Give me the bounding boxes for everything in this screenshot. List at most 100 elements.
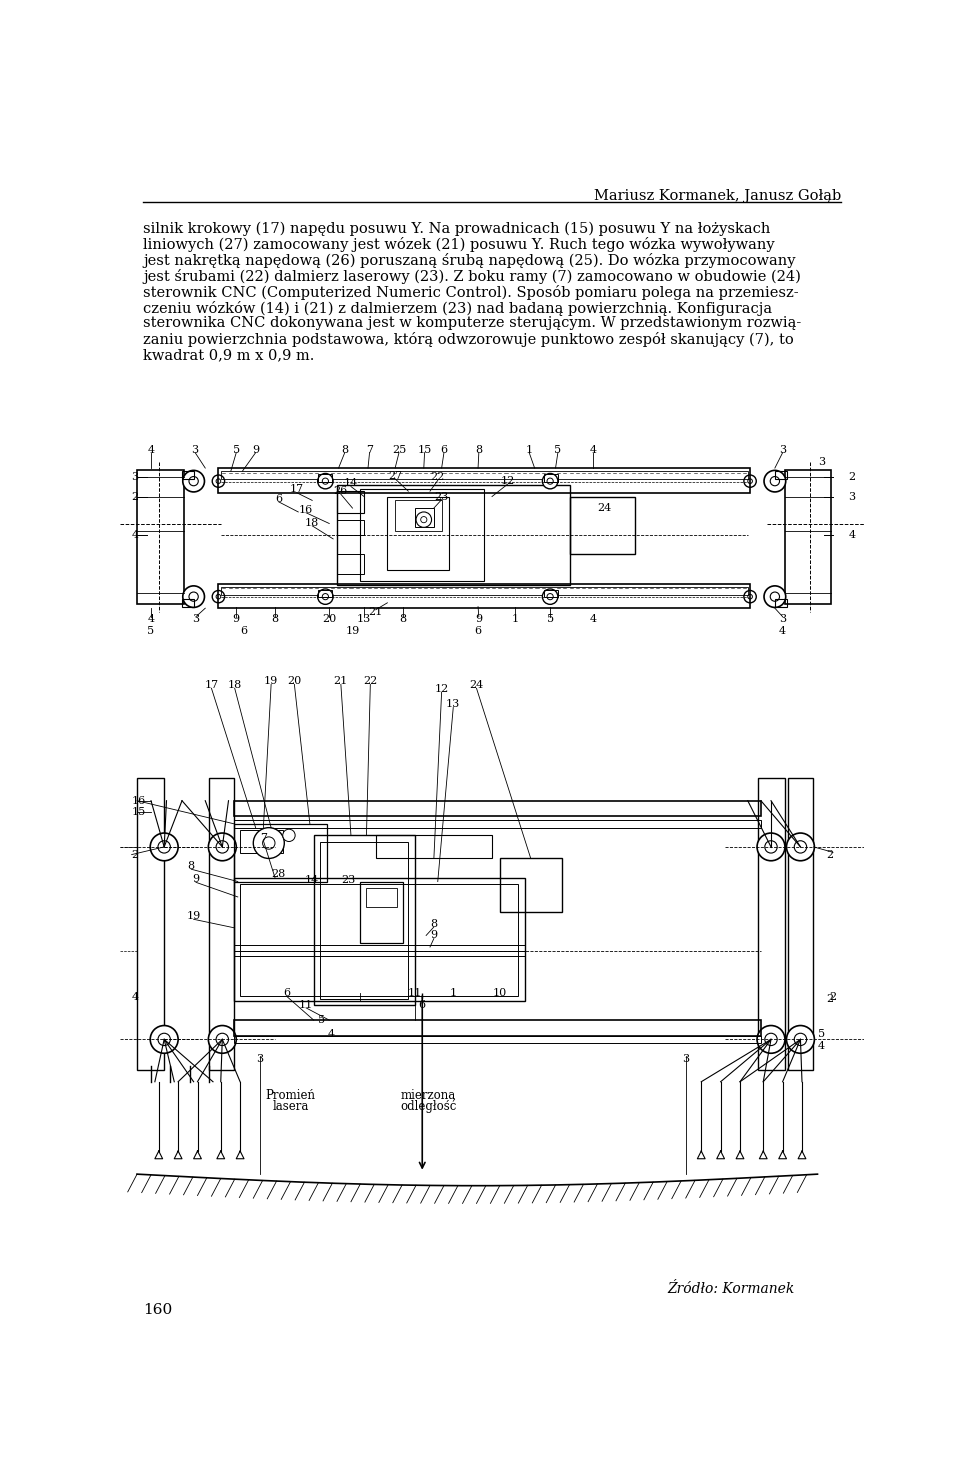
Circle shape <box>323 478 328 484</box>
Circle shape <box>547 593 553 600</box>
Circle shape <box>263 836 275 850</box>
Text: 5: 5 <box>232 445 240 456</box>
Text: 22: 22 <box>431 472 444 482</box>
Text: 3: 3 <box>780 445 786 456</box>
Text: 11: 11 <box>407 988 421 999</box>
Text: 23: 23 <box>342 875 356 885</box>
Bar <box>775 471 787 479</box>
Text: Mariusz Kormanek, Janusz Gołąb: Mariusz Kormanek, Janusz Gołąb <box>593 189 841 202</box>
Text: 8: 8 <box>430 919 438 929</box>
Text: 5: 5 <box>818 1030 826 1038</box>
Bar <box>318 475 331 482</box>
Text: 19: 19 <box>346 627 360 636</box>
Text: 3: 3 <box>683 1053 689 1063</box>
Bar <box>240 884 517 996</box>
Circle shape <box>182 586 204 608</box>
Circle shape <box>764 586 785 608</box>
Circle shape <box>318 473 333 488</box>
Circle shape <box>323 593 328 600</box>
Text: 3: 3 <box>818 457 825 468</box>
Text: 1: 1 <box>512 614 518 624</box>
Bar <box>337 519 364 535</box>
Text: 11: 11 <box>299 1000 313 1010</box>
Text: 8: 8 <box>272 614 278 624</box>
Bar <box>221 471 748 479</box>
Bar <box>318 590 331 597</box>
Circle shape <box>794 1034 806 1046</box>
Text: zaniu powierzchnia podstawowa, którą odwzorowuje punktowo zespół skanujący (7), : zaniu powierzchnia podstawowa, którą odw… <box>143 332 794 347</box>
Bar <box>415 507 434 528</box>
Text: 4: 4 <box>132 993 139 1002</box>
Bar <box>320 842 408 999</box>
Bar <box>337 555 364 574</box>
Circle shape <box>212 475 225 487</box>
Text: 6: 6 <box>240 627 248 636</box>
Circle shape <box>794 841 806 853</box>
Text: mierzona: mierzona <box>401 1089 456 1102</box>
Bar <box>234 945 524 956</box>
Text: 7: 7 <box>260 833 267 842</box>
Text: 2: 2 <box>132 491 139 502</box>
Bar <box>137 777 164 1071</box>
Text: lasera: lasera <box>273 1100 309 1114</box>
Circle shape <box>764 471 785 493</box>
Text: 4: 4 <box>327 1030 334 1038</box>
Text: 6: 6 <box>283 988 290 999</box>
Text: 23: 23 <box>435 491 448 502</box>
Text: 22: 22 <box>363 677 377 686</box>
Bar <box>234 801 761 816</box>
Text: 18: 18 <box>305 518 320 528</box>
Bar <box>367 888 397 907</box>
Bar <box>388 497 449 569</box>
Text: jest śrubami (22) dalmierz laserowy (23). Z boku ramy (7) zamocowano w obudowie : jest śrubami (22) dalmierz laserowy (23)… <box>143 268 802 285</box>
Bar <box>209 777 234 1071</box>
Text: 24: 24 <box>597 503 612 513</box>
Circle shape <box>208 1025 236 1053</box>
Text: Źródło: Kormanek: Źródło: Kormanek <box>667 1282 794 1297</box>
Text: 14: 14 <box>344 478 358 488</box>
Text: 6: 6 <box>276 494 282 504</box>
Text: 4: 4 <box>849 530 855 540</box>
Bar <box>314 835 415 1004</box>
Circle shape <box>150 833 179 861</box>
Bar <box>757 777 785 1071</box>
Text: 14: 14 <box>305 875 320 885</box>
Circle shape <box>212 590 225 603</box>
Circle shape <box>770 591 780 602</box>
Circle shape <box>253 827 284 858</box>
Circle shape <box>748 594 753 599</box>
Text: 2: 2 <box>826 850 833 860</box>
Circle shape <box>189 591 199 602</box>
Bar <box>234 825 327 882</box>
Text: 26: 26 <box>334 487 348 496</box>
Circle shape <box>318 589 333 605</box>
Bar <box>569 497 636 555</box>
Bar <box>544 475 558 482</box>
Text: 3: 3 <box>192 445 199 456</box>
Text: 5: 5 <box>554 445 562 456</box>
Text: 12: 12 <box>500 476 515 487</box>
Circle shape <box>757 833 785 861</box>
Circle shape <box>216 594 221 599</box>
Bar <box>375 835 492 858</box>
Circle shape <box>765 1034 778 1046</box>
Text: 4: 4 <box>589 445 596 456</box>
Text: 2: 2 <box>829 993 836 1002</box>
Text: 2: 2 <box>826 994 833 1004</box>
Bar <box>234 878 524 1002</box>
Text: 7: 7 <box>366 445 373 456</box>
Text: silnik krokowy (17) napędu posuwu Y. Na prowadnicach (15) posuwu Y na łożyskach: silnik krokowy (17) napędu posuwu Y. Na … <box>143 221 771 236</box>
Text: 5: 5 <box>546 614 554 624</box>
Text: 17: 17 <box>290 484 303 494</box>
Text: 21: 21 <box>369 608 383 617</box>
Bar <box>219 584 750 608</box>
Circle shape <box>216 841 228 853</box>
Circle shape <box>158 1034 170 1046</box>
Bar <box>396 500 442 531</box>
Circle shape <box>542 589 558 605</box>
Text: 8: 8 <box>341 445 348 456</box>
Circle shape <box>757 1025 785 1053</box>
Text: 3: 3 <box>132 472 139 482</box>
Text: 1: 1 <box>449 988 457 999</box>
Text: 10: 10 <box>492 988 507 999</box>
